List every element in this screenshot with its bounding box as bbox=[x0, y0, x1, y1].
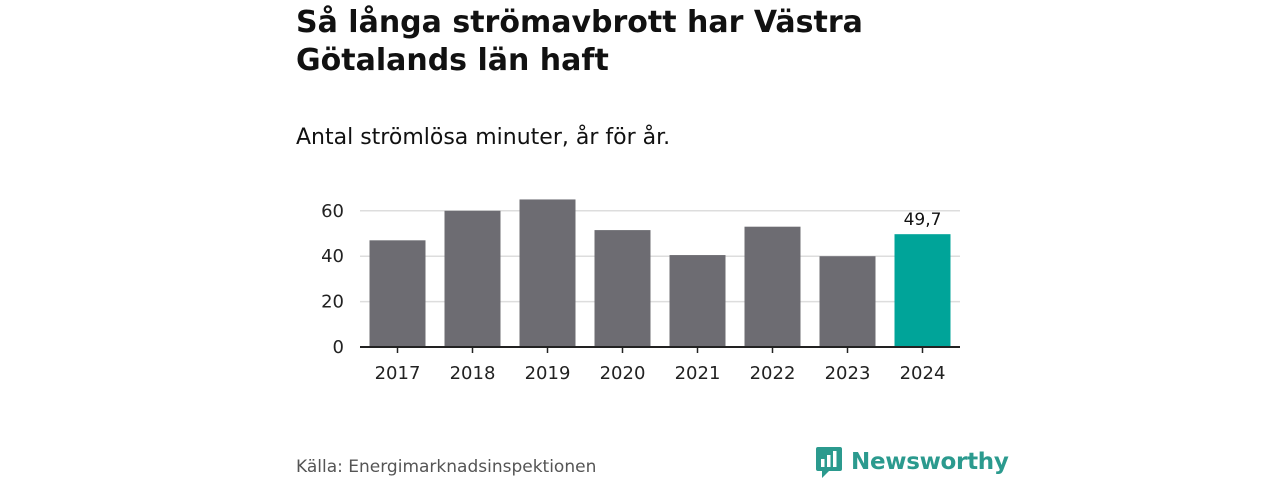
x-tick-label-2024: 2024 bbox=[900, 363, 946, 384]
y-tick-label-20: 20 bbox=[321, 292, 344, 313]
y-tick-label-0: 0 bbox=[333, 337, 344, 358]
x-tick-label-2023: 2023 bbox=[825, 363, 871, 384]
bar-2022 bbox=[744, 226, 801, 347]
x-tick-label-2019: 2019 bbox=[525, 363, 571, 384]
bar-2018 bbox=[444, 210, 501, 347]
y-tick-label-60: 60 bbox=[321, 201, 344, 222]
bar-chart: 0 20 40 60 2017 2018 2019 2020 2021 2022 2023 2024 4… bbox=[321, 199, 960, 384]
chart-subtitle: Antal strömlösa minuter, år för år. bbox=[296, 125, 671, 150]
y-tick-label-40: 40 bbox=[321, 246, 344, 267]
bar-2023 bbox=[819, 256, 876, 347]
chart-title: Så långa strömavbrott har Västra Götalan… bbox=[296, 5, 863, 78]
bar-2020 bbox=[594, 230, 651, 347]
bar-2017 bbox=[369, 240, 426, 347]
source-note: Källa: Energimarknadsinspektionen bbox=[296, 457, 597, 477]
x-tick-label-2020: 2020 bbox=[600, 363, 646, 384]
bar-2024 bbox=[894, 234, 951, 347]
brand-name: Newsworthy bbox=[851, 449, 1009, 475]
newsworthy-logo: Newsworthy bbox=[815, 445, 1009, 479]
x-tick-label-2018: 2018 bbox=[450, 363, 496, 384]
bar-2019 bbox=[519, 199, 576, 347]
bar-2021 bbox=[669, 255, 726, 347]
x-tick-label-2017: 2017 bbox=[375, 363, 421, 384]
x-tick-label-2021: 2021 bbox=[675, 363, 721, 384]
newsworthy-logo-icon bbox=[816, 447, 842, 478]
x-tick-label-2022: 2022 bbox=[750, 363, 796, 384]
data-label-2024: 49,7 bbox=[904, 210, 942, 230]
